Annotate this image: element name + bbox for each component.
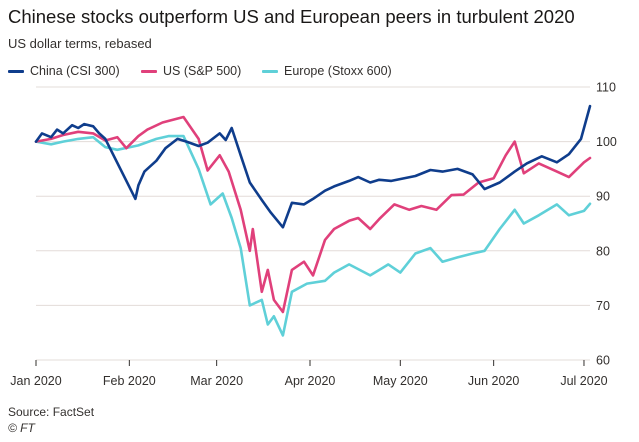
y-tick-label: 60 bbox=[596, 354, 610, 368]
legend-item-china: China (CSI 300) bbox=[8, 64, 120, 78]
credit-note: © FT bbox=[8, 421, 35, 435]
x-tick-label: Jul 2020 bbox=[560, 374, 607, 388]
series-line-europe bbox=[34, 134, 592, 337]
y-tick-label: 70 bbox=[596, 299, 610, 313]
x-tick-label: Apr 2020 bbox=[285, 374, 336, 388]
source-note: Source: FactSet bbox=[8, 405, 95, 419]
legend-swatch-europe bbox=[262, 69, 278, 73]
legend-swatch-us bbox=[141, 69, 157, 73]
x-tick-label: Feb 2020 bbox=[103, 374, 156, 388]
chart-subtitle: US dollar terms, rebased bbox=[8, 36, 152, 51]
series-line-us bbox=[34, 115, 592, 314]
y-tick-label: 110 bbox=[596, 81, 616, 95]
chart-title: Chinese stocks outperform US and Europea… bbox=[8, 6, 575, 27]
legend-item-europe: Europe (Stoxx 600) bbox=[262, 64, 392, 78]
x-tick-label: Jun 2020 bbox=[468, 374, 519, 388]
legend-item-us: US (S&P 500) bbox=[141, 64, 241, 78]
y-tick-label: 80 bbox=[596, 244, 610, 258]
y-tick-label: 100 bbox=[596, 135, 617, 149]
y-tick-label: 90 bbox=[596, 190, 610, 204]
legend-label-us: US (S&P 500) bbox=[163, 64, 242, 78]
legend-swatch-china bbox=[8, 69, 24, 73]
legend-label-china: China (CSI 300) bbox=[30, 64, 120, 78]
series-line-china bbox=[34, 104, 592, 229]
x-tick-label: Mar 2020 bbox=[190, 374, 243, 388]
legend-label-europe: Europe (Stoxx 600) bbox=[284, 64, 392, 78]
x-tick-label: May 2020 bbox=[373, 374, 428, 388]
x-tick-label: Jan 2020 bbox=[10, 374, 61, 388]
